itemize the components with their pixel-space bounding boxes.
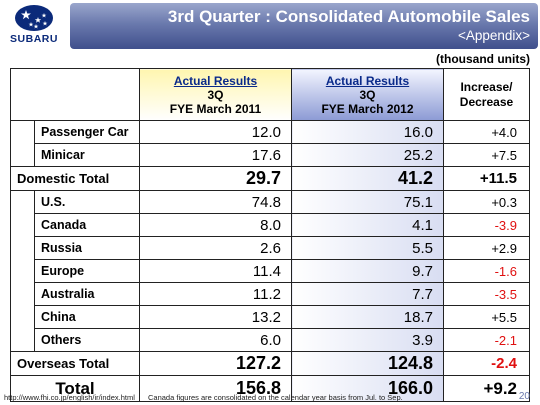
value-fye2011: 127.2	[139, 351, 292, 376]
footer-note: Canada figures are consolidated on the c…	[148, 393, 403, 402]
value-fye2012: 3.9	[291, 328, 444, 352]
row-label-total: Total	[10, 375, 140, 402]
logo-wordmark: SUBARU	[10, 33, 58, 45]
table-row-canada: Canada 8.0 4.1 -3.9	[11, 213, 530, 237]
page-number: 20	[518, 391, 530, 402]
value-change: +7.5	[443, 143, 530, 167]
row-label-europe: Europe	[34, 259, 140, 283]
column-header-increase-line2: Decrease	[459, 94, 514, 109]
table-row-total: Total 156.8 166.0 +9.2	[10, 375, 530, 402]
table-row-china: China 13.2 18.7 +5.5	[11, 305, 530, 329]
sales-table: Actual Results 3Q FYE March 2011 Actual …	[10, 68, 530, 402]
page-title: 3rd Quarter : Consolidated Automobile Sa…	[167, 7, 530, 26]
subaru-logo: SUBARU	[0, 0, 68, 50]
value-fye2011: 8.0	[139, 213, 292, 237]
row-label-australia: Australia	[34, 282, 140, 306]
column-header-fye2011-line2: 3Q	[207, 87, 224, 102]
table-row-minicar: Minicar 17.6 25.2 +7.5	[11, 143, 530, 167]
column-header-fye2012-line2: 3Q	[359, 87, 376, 102]
table-row-europe: Europe 11.4 9.7 -1.6	[11, 259, 530, 283]
table-row-passenger-car: Passenger Car 12.0 16.0 +4.0	[10, 120, 530, 167]
value-fye2012: 18.7	[291, 305, 444, 329]
row-label-domestic-total: Domestic Total	[10, 166, 140, 191]
pleiades-stars-icon	[15, 5, 53, 31]
column-header-fye2012-line1: Actual Results	[325, 73, 410, 88]
column-header-fye2011-line3: FYE March 2011	[169, 101, 262, 116]
table-row-russia: Russia 2.6 5.5 +2.9	[11, 236, 530, 260]
value-fye2011: 12.0	[139, 120, 292, 144]
row-label-russia: Russia	[34, 236, 140, 260]
value-fye2011: 29.7	[139, 166, 292, 191]
value-fye2011: 11.2	[139, 282, 292, 306]
row-label-others: Others	[34, 328, 140, 352]
value-change: -2.4	[443, 351, 530, 376]
value-fye2012: 16.0	[291, 120, 444, 144]
value-change: -3.9	[443, 213, 530, 237]
row-label-minicar: Minicar	[34, 143, 140, 167]
indent-cell-domestic	[10, 120, 35, 167]
value-change: +0.3	[443, 190, 530, 214]
column-header-fye2011: Actual Results 3Q FYE March 2011	[139, 68, 292, 121]
value-change: -1.6	[443, 259, 530, 283]
table-row-others: Others 6.0 3.9 -2.1	[11, 328, 530, 352]
table-row-domestic-total: Domestic Total 29.7 41.2 +11.5	[10, 166, 530, 191]
indent-cell-overseas	[10, 190, 35, 352]
header-blank-cell	[10, 68, 140, 121]
value-fye2012: 124.8	[291, 351, 444, 376]
column-header-fye2012-line3: FYE March 2012	[321, 101, 414, 116]
value-change: +9.2	[443, 375, 530, 402]
column-header-increase-line1: Increase/	[460, 79, 513, 94]
table-row-australia: Australia 11.2 7.7 -3.5	[11, 282, 530, 306]
value-change: +2.9	[443, 236, 530, 260]
footer-url-link[interactable]: http://www.fhi.co.jp/english/ir/index.ht…	[4, 393, 135, 402]
header: SUBARU 3rd Quarter : Consolidated Automo…	[0, 0, 540, 52]
value-fye2011: 74.8	[139, 190, 292, 214]
row-label-us: U.S.	[34, 190, 140, 214]
row-label-canada: Canada	[34, 213, 140, 237]
value-fye2012: 4.1	[291, 213, 444, 237]
table-row-us: U.S. 74.8 75.1 +0.3	[10, 190, 530, 352]
table-header-row: Actual Results 3Q FYE March 2011 Actual …	[10, 68, 530, 121]
row-label-overseas-total: Overseas Total	[10, 351, 140, 376]
value-change: +5.5	[443, 305, 530, 329]
value-fye2011: 2.6	[139, 236, 292, 260]
column-header-fye2011-line1: Actual Results	[173, 73, 258, 88]
value-change: +11.5	[443, 166, 530, 191]
value-fye2012: 166.0	[291, 375, 444, 402]
value-fye2012: 9.7	[291, 259, 444, 283]
row-label-china: China	[34, 305, 140, 329]
column-header-increase: Increase/ Decrease	[443, 68, 530, 121]
value-fye2011: 156.8	[139, 375, 292, 402]
value-fye2012: 25.2	[291, 143, 444, 167]
value-fye2011: 6.0	[139, 328, 292, 352]
row-label-passenger-car: Passenger Car	[34, 120, 140, 144]
column-header-fye2012: Actual Results 3Q FYE March 2012	[291, 68, 444, 121]
value-fye2012: 5.5	[291, 236, 444, 260]
table-row-overseas-total: Overseas Total 127.2 124.8 -2.4	[10, 351, 530, 376]
units-note: (thousand units)	[436, 52, 530, 66]
value-change: -2.1	[443, 328, 530, 352]
value-fye2011: 11.4	[139, 259, 292, 283]
value-fye2012: 7.7	[291, 282, 444, 306]
value-fye2012: 75.1	[291, 190, 444, 214]
value-change: +4.0	[443, 120, 530, 144]
value-change: -3.5	[443, 282, 530, 306]
title-bar: 3rd Quarter : Consolidated Automobile Sa…	[70, 3, 538, 49]
page-subtitle: <Appendix>	[457, 28, 530, 43]
value-fye2011: 13.2	[139, 305, 292, 329]
value-fye2011: 17.6	[139, 143, 292, 167]
value-fye2012: 41.2	[291, 166, 444, 191]
